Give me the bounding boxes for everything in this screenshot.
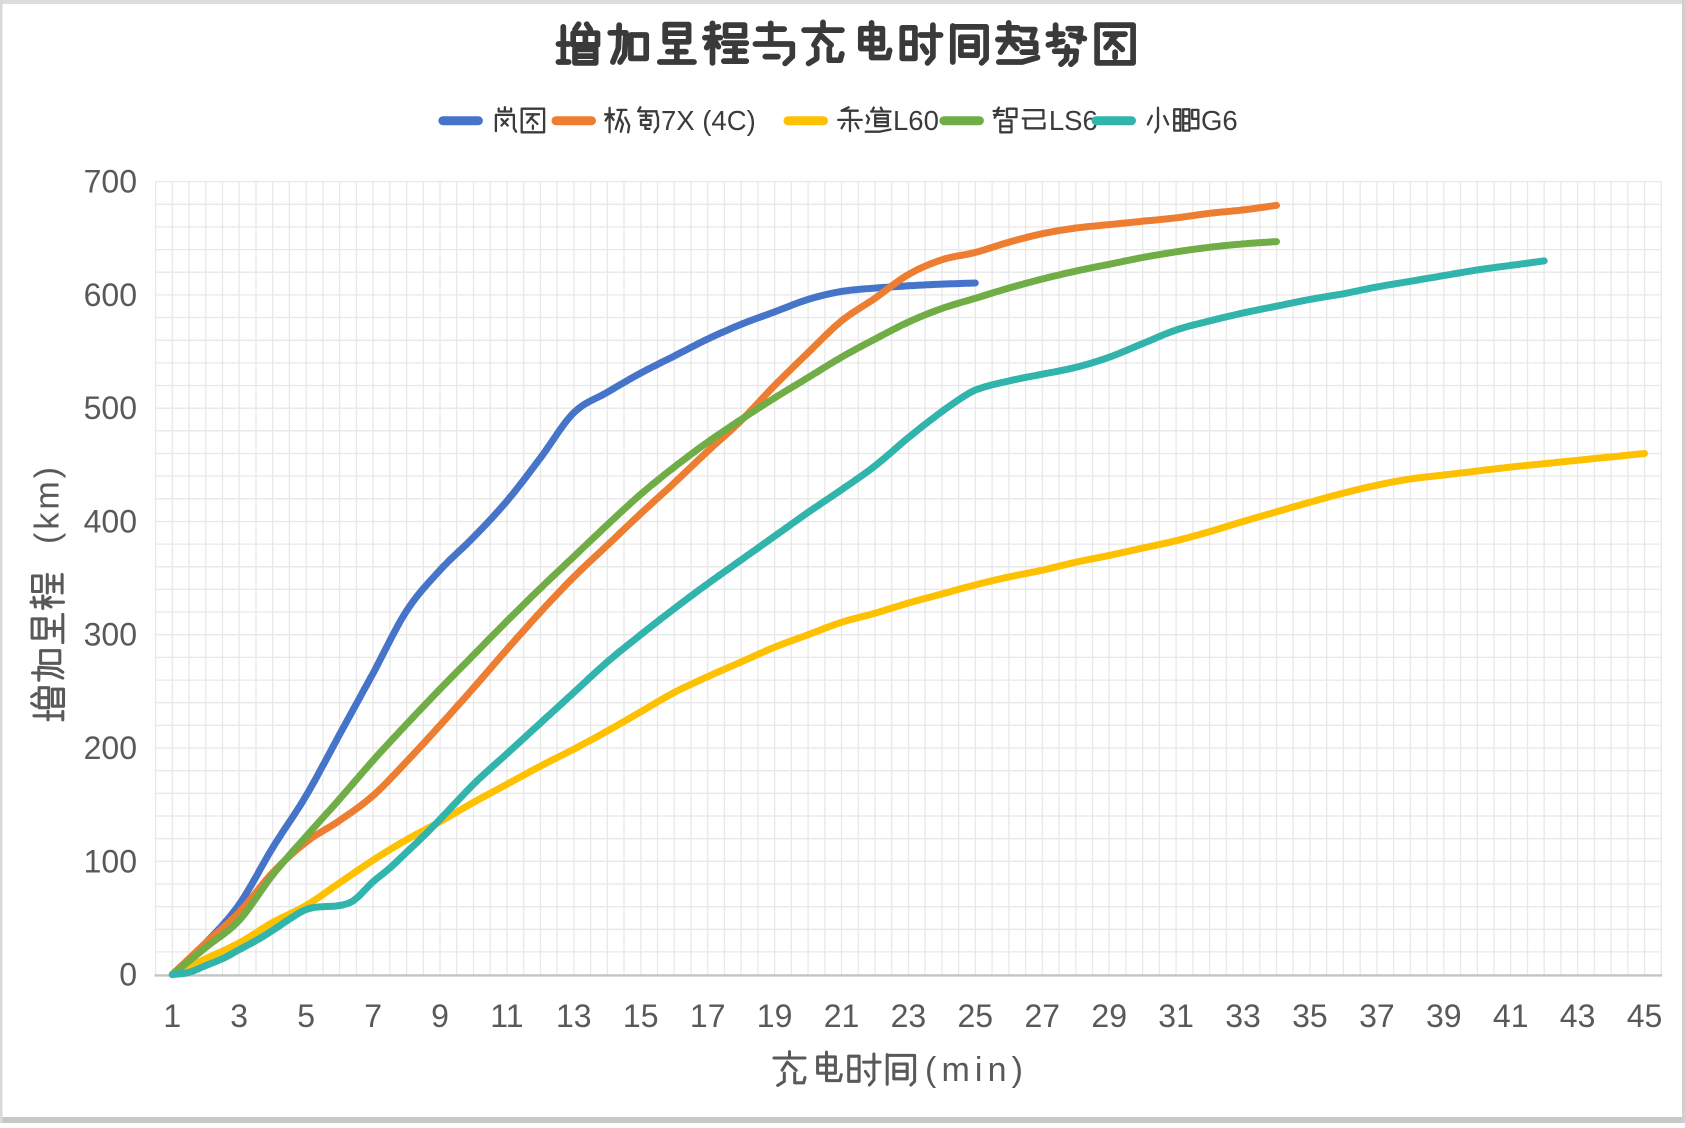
svg-text:37: 37 bbox=[1359, 998, 1395, 1034]
svg-text:33: 33 bbox=[1225, 998, 1261, 1034]
svg-text:13: 13 bbox=[556, 998, 592, 1034]
svg-text:23: 23 bbox=[891, 998, 927, 1034]
svg-text:400: 400 bbox=[84, 504, 137, 540]
svg-text:7: 7 bbox=[364, 998, 382, 1034]
svg-text:200: 200 bbox=[84, 730, 137, 766]
svg-text:21: 21 bbox=[824, 998, 860, 1034]
svg-text:27: 27 bbox=[1025, 998, 1061, 1034]
svg-text:600: 600 bbox=[84, 277, 137, 313]
svg-text:29: 29 bbox=[1091, 998, 1127, 1034]
svg-text:41: 41 bbox=[1493, 998, 1529, 1034]
svg-text:L60: L60 bbox=[893, 105, 939, 136]
svg-text:LS6: LS6 bbox=[1049, 105, 1098, 136]
svg-text:3: 3 bbox=[230, 998, 248, 1034]
svg-text:5: 5 bbox=[297, 998, 315, 1034]
svg-text:7X (4C): 7X (4C) bbox=[661, 105, 756, 136]
svg-text:100: 100 bbox=[84, 843, 137, 879]
svg-text:25: 25 bbox=[958, 998, 994, 1034]
svg-text:300: 300 bbox=[84, 617, 137, 653]
svg-text:39: 39 bbox=[1426, 998, 1462, 1034]
svg-text:9: 9 bbox=[431, 998, 449, 1034]
svg-text:1: 1 bbox=[163, 998, 181, 1034]
svg-text:15: 15 bbox=[623, 998, 659, 1034]
svg-text:35: 35 bbox=[1292, 998, 1328, 1034]
svg-text:G6: G6 bbox=[1201, 105, 1238, 136]
svg-text:45: 45 bbox=[1627, 998, 1663, 1034]
svg-text:500: 500 bbox=[84, 390, 137, 426]
svg-text:11: 11 bbox=[490, 998, 523, 1034]
svg-text:700: 700 bbox=[84, 164, 137, 200]
svg-text:0: 0 bbox=[119, 957, 137, 993]
svg-text:31: 31 bbox=[1158, 998, 1194, 1034]
svg-text:17: 17 bbox=[690, 998, 726, 1034]
svg-text:19: 19 bbox=[757, 998, 793, 1034]
svg-text:43: 43 bbox=[1560, 998, 1596, 1034]
